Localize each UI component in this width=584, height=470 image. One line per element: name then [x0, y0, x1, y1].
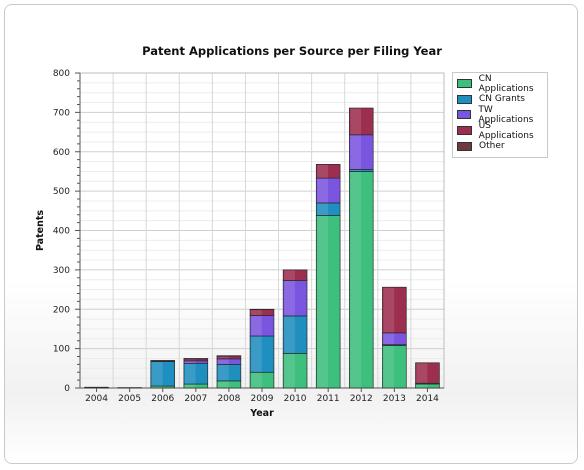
bar-highlight	[317, 164, 328, 178]
x-tick-label: 2011	[317, 394, 340, 404]
x-tick-label: 2012	[350, 394, 373, 404]
bar-highlight	[383, 345, 395, 388]
bar-segment	[150, 360, 175, 362]
legend-item: TW Applications	[453, 104, 547, 125]
x-tick-label: 2010	[284, 394, 307, 404]
bar-highlight	[184, 361, 196, 364]
legend-swatch	[457, 110, 472, 120]
bar-highlight	[251, 336, 262, 372]
x-tick-label: 2008	[217, 394, 240, 404]
y-tick-label: 600	[53, 148, 70, 158]
x-tick-label: 2005	[118, 394, 141, 404]
bar-highlight	[284, 281, 295, 316]
x-tick-label: 2009	[251, 394, 274, 404]
bar-highlight	[416, 363, 428, 383]
bar-highlight	[251, 372, 262, 388]
x-tick-label: 2006	[151, 394, 174, 404]
x-tick-label: 2014	[416, 394, 439, 404]
bar-segment	[349, 107, 374, 136]
y-tick-label: 200	[53, 305, 70, 315]
legend-label: CN Grants	[479, 94, 525, 105]
bar-highlight	[251, 310, 262, 316]
bar-highlight	[350, 135, 362, 169]
legend-swatch	[457, 94, 472, 104]
x-tick-label: 2004	[85, 394, 108, 404]
legend-label: Other	[479, 141, 505, 152]
bar-highlight	[217, 359, 229, 364]
bar-highlight	[416, 384, 428, 388]
y-tick-label: 800	[53, 69, 70, 79]
bar-highlight	[284, 353, 295, 388]
legend-item: CN Applications	[453, 73, 547, 94]
x-tick-label: 2007	[184, 394, 207, 404]
chart-title: Patent Applications per Source per Filin…	[142, 44, 442, 58]
bar-segment	[382, 286, 407, 334]
y-tick-label: 500	[53, 187, 70, 197]
bar-highlight	[317, 203, 328, 216]
y-tick-label: 100	[53, 345, 70, 355]
x-axis-title: Year	[249, 408, 274, 419]
bar-highlight	[350, 108, 362, 135]
bar-highlight	[350, 171, 362, 388]
bar-highlight	[383, 287, 395, 333]
bar-highlight	[317, 178, 328, 203]
legend-label: US Applications	[478, 120, 534, 141]
bar-highlight	[217, 364, 229, 381]
bar-highlight	[217, 356, 229, 359]
bar-highlight	[383, 333, 395, 345]
bar-highlight	[284, 270, 295, 281]
legend-swatch	[457, 141, 472, 151]
y-axis-title: Patents	[35, 210, 46, 251]
bar-segment	[315, 164, 341, 179]
legend-swatch	[457, 126, 472, 136]
bar-segment	[282, 269, 308, 281]
y-tick-label: 300	[53, 266, 70, 276]
bar-highlight	[151, 362, 163, 386]
legend-label: CN Applications	[478, 73, 534, 94]
bar-highlight	[284, 316, 295, 353]
y-tick-label: 400	[53, 227, 70, 237]
legend: CN Applications CN Grants TW Applications U…	[452, 72, 548, 158]
bar-highlight	[151, 386, 163, 388]
bar-highlight	[317, 216, 328, 388]
bar-highlight	[184, 364, 196, 384]
legend-item: Other	[453, 138, 547, 154]
bar-segment	[415, 362, 440, 384]
y-tick-label: 0	[64, 384, 70, 394]
bar-highlight	[184, 384, 196, 388]
legend-swatch	[457, 79, 472, 89]
bar-highlight	[350, 169, 362, 171]
y-tick-label: 700	[53, 108, 70, 118]
legend-label: TW Applications	[478, 104, 534, 125]
bar-highlight	[251, 316, 262, 336]
bar-segment	[84, 386, 109, 389]
x-tick-label: 2013	[383, 394, 406, 404]
legend-item: CN Grants	[453, 92, 547, 108]
legend-item: US Applications	[453, 120, 547, 141]
bar-highlight	[184, 359, 196, 361]
bar-highlight	[217, 381, 229, 388]
